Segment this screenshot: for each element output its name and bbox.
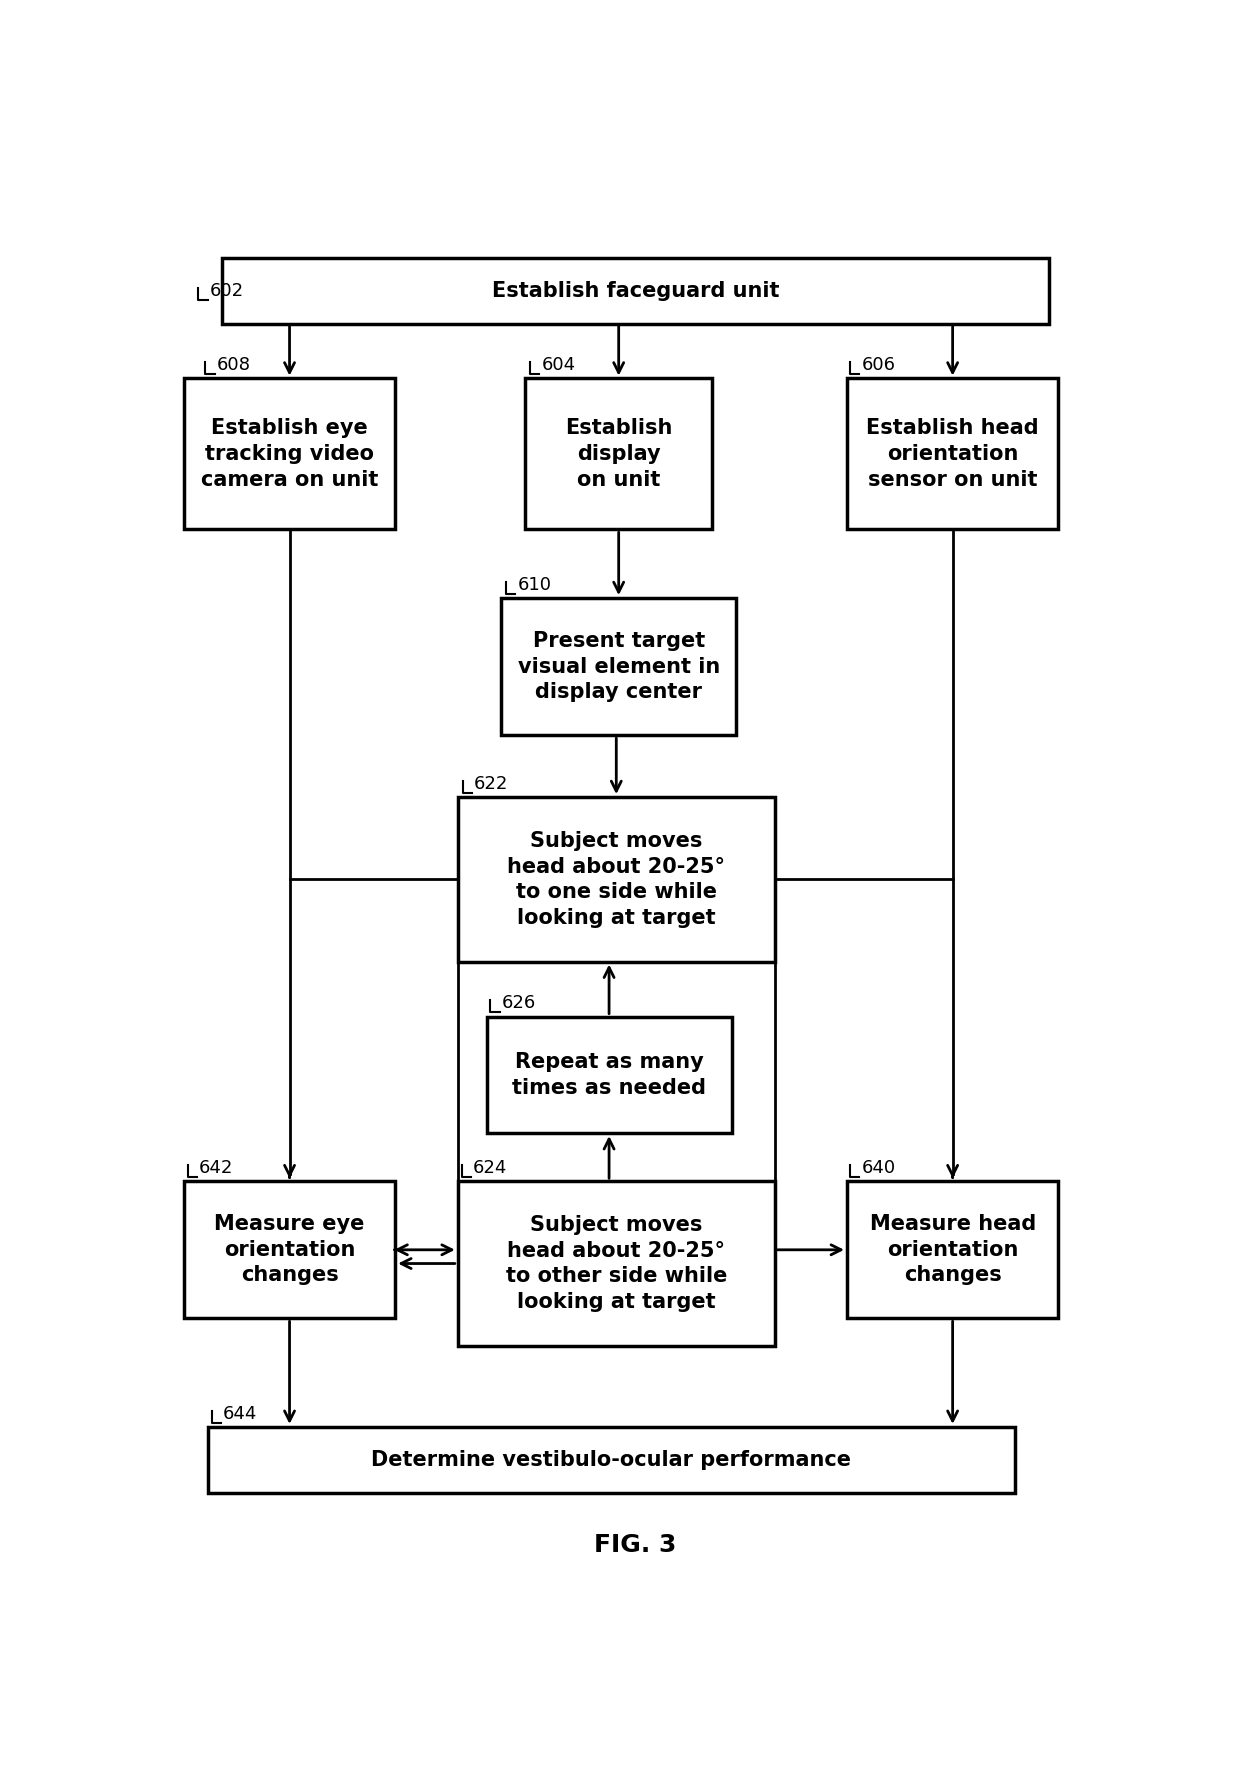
FancyBboxPatch shape: [208, 1427, 1016, 1493]
FancyBboxPatch shape: [525, 378, 713, 529]
Text: 606: 606: [862, 356, 895, 374]
Text: Subject moves
head about 20-25°
to one side while
looking at target: Subject moves head about 20-25° to one s…: [507, 830, 725, 928]
Text: 640: 640: [862, 1158, 895, 1178]
Text: Repeat as many
times as needed: Repeat as many times as needed: [512, 1051, 706, 1098]
Text: 626: 626: [502, 994, 536, 1012]
Text: 604: 604: [542, 356, 575, 374]
FancyBboxPatch shape: [222, 258, 1049, 324]
FancyBboxPatch shape: [847, 1181, 1058, 1319]
Text: Establish faceguard unit: Establish faceguard unit: [492, 282, 779, 301]
Text: Subject moves
head about 20-25°
to other side while
looking at target: Subject moves head about 20-25° to other…: [506, 1215, 727, 1312]
FancyBboxPatch shape: [184, 1181, 396, 1319]
Text: 642: 642: [200, 1158, 233, 1178]
Text: Establish
display
on unit: Establish display on unit: [565, 419, 672, 490]
Text: Establish head
orientation
sensor on unit: Establish head orientation sensor on uni…: [867, 419, 1039, 490]
FancyBboxPatch shape: [184, 378, 396, 529]
Text: Determine vestibulo-ocular performance: Determine vestibulo-ocular performance: [372, 1451, 852, 1470]
Text: 602: 602: [210, 282, 244, 299]
FancyBboxPatch shape: [458, 1181, 775, 1345]
FancyBboxPatch shape: [458, 797, 775, 962]
Text: 624: 624: [474, 1158, 507, 1178]
Text: 608: 608: [217, 356, 250, 374]
Text: Establish eye
tracking video
camera on unit: Establish eye tracking video camera on u…: [201, 419, 378, 490]
Text: Present target
visual element in
display center: Present target visual element in display…: [517, 631, 719, 702]
Text: Measure head
orientation
changes: Measure head orientation changes: [869, 1214, 1035, 1285]
FancyBboxPatch shape: [486, 1016, 732, 1133]
FancyBboxPatch shape: [847, 378, 1058, 529]
FancyBboxPatch shape: [501, 599, 737, 736]
Text: FIG. 3: FIG. 3: [594, 1533, 677, 1557]
Text: 610: 610: [517, 576, 552, 593]
Text: Measure eye
orientation
changes: Measure eye orientation changes: [215, 1214, 365, 1285]
Text: 622: 622: [474, 775, 508, 793]
Text: 644: 644: [223, 1404, 258, 1422]
